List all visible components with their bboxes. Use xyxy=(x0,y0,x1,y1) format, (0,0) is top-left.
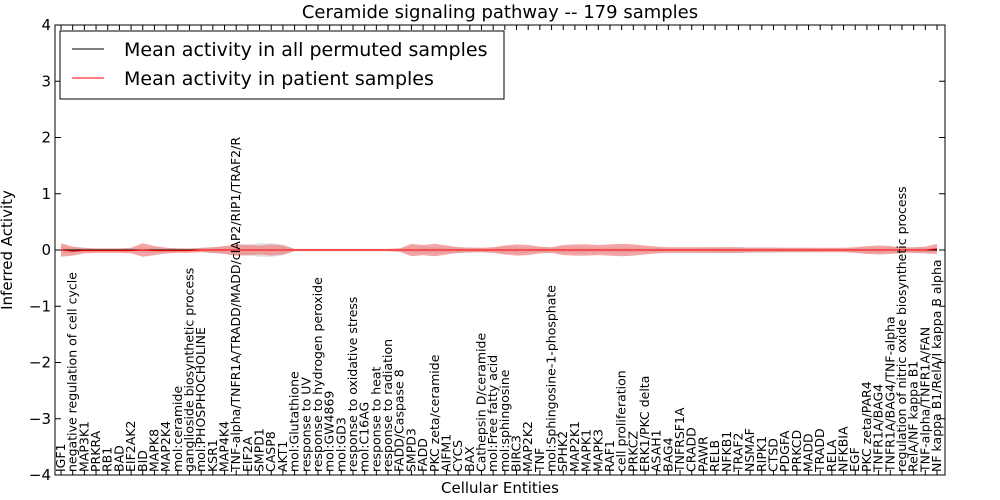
x-category-label: RAF1 xyxy=(602,440,617,472)
x-category-label: PAWR xyxy=(695,436,710,472)
x-category-label: MAP2K4 xyxy=(158,421,173,472)
x-category-label: cell proliferation xyxy=(614,370,629,472)
x-axis-label: Cellular Entities xyxy=(441,479,559,497)
x-category-label: MADD xyxy=(801,433,816,472)
legend-permuted-label: Mean activity in all permuted samples xyxy=(124,39,487,61)
y-tick-label: −3 xyxy=(29,410,51,428)
x-category-label: NSMAF xyxy=(742,428,757,472)
y-tick-label: 0 xyxy=(41,241,51,259)
x-category-label: response to radiation xyxy=(380,339,395,472)
x-category-label: CTSD xyxy=(765,438,780,472)
x-category-label: mol:GW4869 xyxy=(322,391,337,472)
x-category-label: EIF2A xyxy=(240,436,255,472)
x-category-label: BAX xyxy=(462,446,477,472)
plot-frame xyxy=(54,24,946,476)
x-category-label: Cathepsin D/ceramide xyxy=(473,332,488,472)
y-tick-label: −1 xyxy=(29,297,51,315)
legend-box xyxy=(59,30,505,100)
y-tick-label: 2 xyxy=(41,129,51,147)
x-category-label: TNFR1A/BAG4 xyxy=(871,384,886,473)
legend: Mean activity in all permuted samples Me… xyxy=(59,30,505,100)
x-category-label: TNFRSF1A xyxy=(672,407,687,473)
x-category-label: BID xyxy=(135,450,150,472)
x-category-label: BAG4 xyxy=(660,437,675,472)
series-lines xyxy=(60,248,938,252)
x-category-label: SMPD1 xyxy=(252,428,267,472)
x-category-label: RELA xyxy=(824,439,839,472)
x-category-label: ERK1/PKC delta xyxy=(637,376,652,472)
x-category-label: SMPD3 xyxy=(403,428,418,472)
y-tick-label: −2 xyxy=(29,354,51,372)
x-category-label: PKC zeta/ceramide xyxy=(427,354,442,472)
x-category-label: mol:Glutathione xyxy=(287,371,302,472)
y-tick-label: 3 xyxy=(41,72,51,90)
x-category-label: mol:sphingosine xyxy=(497,369,512,472)
y-tick-label: 1 xyxy=(41,185,51,203)
x-category-label: NFKBIA xyxy=(836,426,851,472)
y-tick-label: 4 xyxy=(41,16,51,34)
x-category-label: TNF xyxy=(532,448,547,473)
x-category-label: mol:PHOSPHOCHOLINE xyxy=(193,327,208,472)
x-category-label: AIFM1 xyxy=(438,434,453,472)
x-category-label: CYCS xyxy=(450,440,465,472)
x-category-label: BAD xyxy=(111,445,126,472)
x-category-label: SPHK2 xyxy=(555,431,570,472)
x-category-label: EGF xyxy=(847,447,862,472)
x-category-label: MAPK8 xyxy=(146,429,161,472)
x-category-label: TNF-alpha/TNFR1A/TRADD/MADD/cIAP2/RIP1/T… xyxy=(228,137,243,473)
x-category-label: FADD/Caspase 8 xyxy=(392,369,407,472)
x-category-label: AKT1 xyxy=(275,441,290,472)
x-category-label: RelA/NF kappa B1 xyxy=(906,361,921,472)
x-category-label: ganglioside biosynthetic process xyxy=(181,268,196,472)
x-category-label: response to UV xyxy=(298,377,313,472)
x-category-label: regulation of nitric oxide biosynthetic … xyxy=(894,186,909,472)
x-category-label: MAP4K4 xyxy=(217,421,232,472)
x-category-label: TNFR1A/BAG4/TNF-alpha xyxy=(882,316,897,473)
x-category-label: NF kappa B1/RelA/I kappa B alpha xyxy=(929,259,944,472)
x-category-label: CRADD xyxy=(684,427,699,472)
axis-ticks: −4 −3 −2 −1 0 1 2 3 4 xyxy=(29,16,945,484)
x-category-label: mol:GD3 xyxy=(333,417,348,472)
x-category-label: response to oxidative stress xyxy=(345,297,360,472)
x-category-label: MAP3K1 xyxy=(76,421,91,472)
x-category-label: RELB xyxy=(707,440,722,472)
x-category-label: EIF2AK2 xyxy=(123,421,138,472)
x-category-label: MAPK3 xyxy=(590,429,605,472)
x-category-label: TRAF2 xyxy=(730,432,745,473)
x-category-label: mol:ceramide xyxy=(170,386,185,472)
x-category-label: FADD xyxy=(415,438,430,472)
x-category-label: response to hydrogen peroxide xyxy=(310,277,325,472)
x-category-label: MAPK1 xyxy=(579,429,594,472)
y-axis-label: Inferred Activity xyxy=(0,190,16,310)
x-category-label: MAP2K1 xyxy=(567,421,582,472)
x-category-label: mol:C16AG xyxy=(357,402,372,472)
series-line-patient xyxy=(60,248,938,252)
x-category-label: response to heat xyxy=(368,366,383,472)
x-category-label: NFKB1 xyxy=(719,431,734,472)
x-category-label: mol:Sphingosine-1-phosphate xyxy=(544,285,559,472)
x-category-label: TNF-alpha/TNFR1A/FAN xyxy=(917,327,932,473)
chart-title: Ceramide signaling pathway -- 179 sample… xyxy=(302,2,698,23)
x-category-label: PDGFA xyxy=(777,430,792,472)
x-category-label: IGF1 xyxy=(53,443,68,472)
x-category-label: BIRC3 xyxy=(509,435,524,472)
x-category-label: ASAH1 xyxy=(649,429,664,472)
x-category-label: TRADD xyxy=(812,428,827,473)
x-category-label: negative regulation of cell cycle xyxy=(65,272,80,472)
x-category-label: KSR1 xyxy=(205,439,220,472)
x-category-label: PRKRA xyxy=(88,430,103,472)
x-category-label: PRKCD xyxy=(789,430,804,472)
x-category-label: RB1 xyxy=(100,447,115,472)
legend-patient-label: Mean activity in patient samples xyxy=(124,68,434,90)
x-category-label: CASP8 xyxy=(263,431,278,472)
x-category-label: RIPK1 xyxy=(754,436,769,472)
x-category-label: MAP2K2 xyxy=(520,421,535,472)
x-category-label: PRKCZ xyxy=(625,431,640,472)
x-category-label: PKC zeta/PAR4 xyxy=(859,381,874,472)
x-category-label: mol:Free fatty acid xyxy=(485,355,500,472)
y-tick-label: −4 xyxy=(29,466,51,484)
